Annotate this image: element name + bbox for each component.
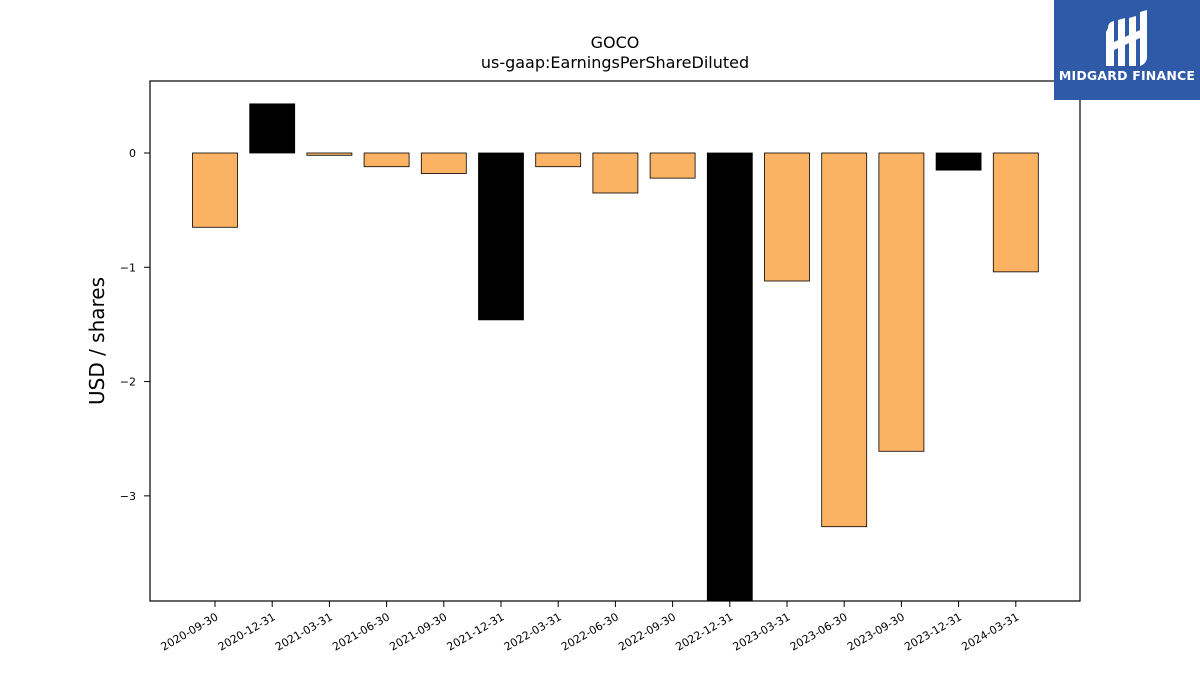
logo-mark-icon (1106, 10, 1147, 66)
x-axis: 2020-09-302020-12-312021-03-312021-06-30… (159, 601, 1021, 654)
chart-subtitle: us-gaap:EarningsPerShareDiluted (481, 53, 749, 72)
bar-2023-06-30 (821, 152, 868, 528)
y-axis-label: USD / shares (85, 277, 109, 405)
y-tick-label: −2 (120, 376, 136, 389)
x-tick-label: 2022-12-31 (673, 610, 735, 653)
x-tick-label: 2022-06-30 (559, 610, 621, 653)
midgard-finance-logo: MIDGARD FINANCE (1054, 0, 1200, 100)
x-tick-label: 2022-09-30 (616, 610, 678, 653)
bars-group (192, 103, 1039, 602)
x-tick-label: 2021-12-31 (445, 610, 507, 653)
bar-2020-09-30 (192, 152, 238, 228)
bar-2022-09-30 (649, 152, 696, 179)
x-tick-label: 2023-09-30 (845, 610, 907, 653)
x-tick-label: 2023-06-30 (788, 610, 850, 653)
x-tick-label: 2021-09-30 (387, 610, 449, 653)
y-tick-label: −1 (120, 261, 136, 274)
x-tick-label: 2021-03-31 (273, 610, 335, 653)
chart-title: GOCO (591, 33, 640, 52)
logo-text: MIDGARD FINANCE (1058, 68, 1196, 83)
bar-2022-12-31 (706, 152, 753, 602)
x-tick-label: 2020-09-30 (159, 610, 221, 653)
bar-2021-12-31 (478, 152, 524, 321)
bar-2021-06-30 (363, 152, 410, 168)
bar-2022-03-31 (535, 152, 582, 168)
x-tick-label: 2023-03-31 (731, 610, 793, 653)
bar-2023-09-30 (878, 152, 925, 452)
y-tick-label: −3 (120, 490, 136, 503)
x-tick-label: 2023-12-31 (902, 610, 964, 653)
bar-2021-09-30 (420, 152, 467, 174)
y-tick-label: 0 (129, 147, 136, 160)
bar-2021-03-31 (306, 152, 353, 156)
y-axis: 0 −1 −2 −3 (120, 147, 150, 503)
x-tick-label: 2020-12-31 (216, 610, 278, 653)
x-tick-label: 2021-06-30 (330, 610, 392, 653)
bar-2020-12-31 (249, 103, 296, 154)
x-tick-label: 2024-03-31 (959, 610, 1021, 653)
bar-2024-03-31 (992, 152, 1039, 273)
bar-2022-06-30 (592, 152, 639, 194)
bar-2023-12-31 (935, 152, 982, 171)
bar-2023-03-31 (764, 152, 810, 282)
x-tick-label: 2022-03-31 (502, 610, 564, 653)
